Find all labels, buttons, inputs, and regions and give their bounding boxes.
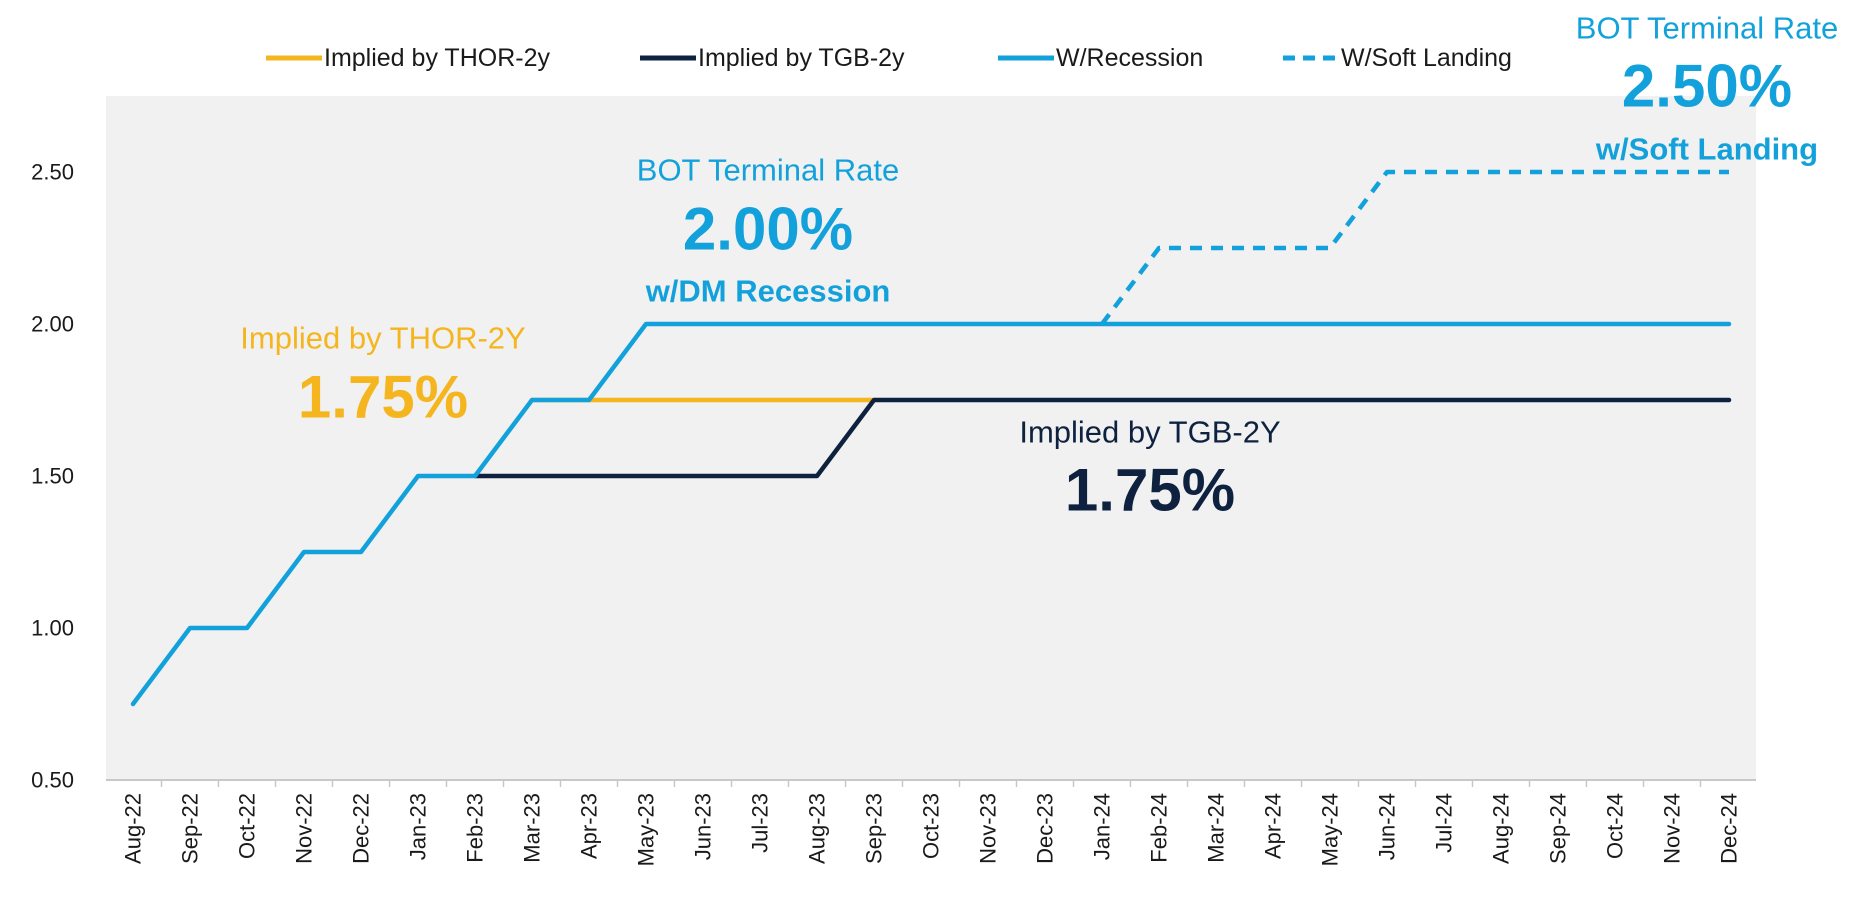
x-tick-label-nov-23: Nov-23: [976, 793, 1001, 864]
series-line-w-soft-landing: [1100, 169, 1729, 326]
x-tick-label-feb-24: Feb-24: [1147, 793, 1172, 863]
annotation-value: 1.75%: [1065, 457, 1235, 524]
x-tick-label-feb-23: Feb-23: [463, 793, 488, 863]
annotation-label: BOT Terminal Rate: [1576, 11, 1838, 46]
axes: Aug-22 Sep-22 Oct-22 Nov-22 Dec-22 Jan-23 Feb-…: [31, 160, 1756, 866]
x-tick-label-dec-24: Dec-24: [1717, 793, 1742, 864]
annotation-label: Implied by THOR-2Y: [240, 321, 525, 356]
x-tick-label-apr-23: Apr-23: [577, 793, 602, 859]
x-tick-label-aug-24: Aug-24: [1489, 793, 1514, 864]
x-tick-label-jun-23: Jun-23: [691, 793, 716, 860]
legend-label: Implied by THOR-2y: [324, 44, 550, 72]
annotation-bot-recession: BOT Terminal Rate 2.00% w/DM Recession: [637, 153, 899, 309]
y-tick-label-0-50: 0.50: [31, 768, 74, 793]
legend-label: Implied by TGB-2y: [698, 44, 905, 72]
annotation-value: 1.75%: [298, 364, 468, 431]
x-tick-label-may-24: May-24: [1318, 793, 1343, 866]
x-tick-label-apr-24: Apr-24: [1261, 793, 1286, 859]
annotation-value: 2.50%: [1622, 53, 1792, 120]
annotation-label: Implied by TGB-2Y: [1019, 415, 1280, 450]
annotation-thor: Implied by THOR-2Y 1.75%: [240, 321, 525, 431]
x-tick-label-sep-22: Sep-22: [178, 793, 203, 864]
annotation-label: BOT Terminal Rate: [637, 153, 899, 188]
x-tick-label-oct-22: Oct-22: [235, 793, 260, 859]
x-tick-label-aug-23: Aug-23: [805, 793, 830, 864]
legend-label: W/Recession: [1056, 44, 1203, 72]
legend: Implied by THOR-2y Implied by TGB-2y W/Rec…: [266, 44, 1512, 72]
annotation-bot-soft: BOT Terminal Rate 2.50% w/Soft Landing: [1576, 11, 1838, 167]
series-line-w-recession: [130, 321, 1732, 707]
legend-item-w-recession: W/Recession: [998, 44, 1203, 72]
x-tick-label-dec-23: Dec-23: [1033, 793, 1058, 864]
x-tick-label-jul-24: Jul-24: [1432, 793, 1457, 853]
x-tick-label-sep-23: Sep-23: [862, 793, 887, 864]
x-tick-label-mar-23: Mar-23: [520, 793, 545, 863]
annotation-sublabel: w/DM Recession: [645, 274, 891, 309]
x-tick-label-may-23: May-23: [634, 793, 659, 866]
y-tick-label-1-50: 1.50: [31, 464, 74, 489]
legend-item-implied-by-tgb-2y: Implied by TGB-2y: [640, 44, 905, 72]
y-tick-label-2-00: 2.00: [31, 312, 74, 337]
legend-item-implied-by-thor-2y: Implied by THOR-2y: [266, 44, 550, 72]
x-tick-label-mar-24: Mar-24: [1204, 793, 1229, 863]
annotation-value: 2.00%: [683, 196, 853, 263]
x-tick-label-oct-24: Oct-24: [1603, 793, 1628, 859]
annotation-tgb: Implied by TGB-2Y 1.75%: [1019, 415, 1280, 524]
series-line-implied-by-tgb-2y: [472, 397, 1732, 479]
x-tick-label-nov-24: Nov-24: [1660, 793, 1685, 864]
y-tick-label-1-00: 1.00: [31, 616, 74, 641]
x-tick-label-sep-24: Sep-24: [1546, 793, 1571, 864]
x-tick-label-jun-24: Jun-24: [1375, 793, 1400, 860]
x-tick-label-jan-23: Jan-23: [406, 793, 431, 860]
legend-label: W/Soft Landing: [1341, 44, 1512, 72]
x-tick-label-jul-23: Jul-23: [748, 793, 773, 853]
legend-item-w-soft-landing: W/Soft Landing: [1283, 44, 1512, 72]
x-tick-label-oct-23: Oct-23: [919, 793, 944, 859]
x-tick-label-aug-22: Aug-22: [121, 793, 146, 864]
x-tick-label-nov-22: Nov-22: [292, 793, 317, 864]
series-lines: [130, 169, 1732, 707]
annotation-sublabel: w/Soft Landing: [1595, 132, 1818, 167]
plot-area-background: [106, 96, 1756, 780]
x-tick-label-jan-24: Jan-24: [1090, 793, 1115, 860]
x-tick-label-dec-22: Dec-22: [349, 793, 374, 864]
annotations: BOT Terminal Rate 2.00% w/DM Recession Impl…: [240, 11, 1838, 524]
y-tick-label-2-50: 2.50: [31, 160, 74, 185]
